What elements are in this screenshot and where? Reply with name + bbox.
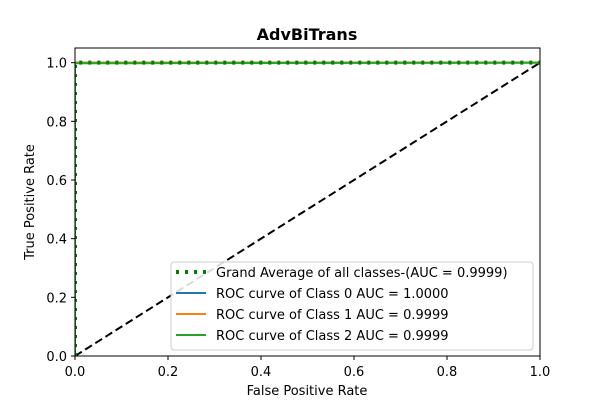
legend-label-2: ROC curve of Class 1 AUC = 0.9999	[216, 308, 449, 323]
y-axis-label: True Positive Rate	[23, 144, 38, 261]
legend: Grand Average of all classes-(AUC = 0.99…	[170, 261, 534, 351]
legend-box	[170, 261, 534, 351]
y-tick-label: 0.2	[46, 291, 67, 306]
chance-diagonal-line	[75, 61, 540, 356]
x-tick-label: 0.2	[158, 365, 179, 380]
x-tick-label: 0.6	[344, 365, 365, 380]
y-axis-ticks: 0.0 0.2 0.4 0.6 0.8 1.0	[46, 57, 75, 365]
y-tick-label: 1.0	[46, 57, 67, 72]
x-tick-label: 1.0	[530, 365, 551, 380]
y-tick-label: 0.8	[46, 115, 67, 130]
x-axis-label: False Positive Rate	[247, 384, 368, 399]
x-tick-label: 0.4	[251, 365, 272, 380]
y-tick-label: 0.6	[46, 174, 67, 189]
legend-label-0: Grand Average of all classes-(AUC = 0.99…	[216, 266, 508, 281]
legend-label-1: ROC curve of Class 0 AUC = 1.0000	[216, 287, 449, 302]
axes-frame	[74, 47, 541, 357]
y-tick-label: 0.0	[46, 350, 67, 365]
chart-title: AdvBiTrans	[257, 25, 358, 44]
x-axis-ticks: 0.0 0.2 0.4 0.6 0.8 1.0	[65, 356, 551, 380]
y-tick-label: 0.4	[46, 233, 67, 248]
x-tick-label: 0.8	[437, 365, 458, 380]
x-tick-label: 0.0	[65, 365, 86, 380]
legend-label-3: ROC curve of Class 2 AUC = 0.9999	[216, 329, 449, 344]
